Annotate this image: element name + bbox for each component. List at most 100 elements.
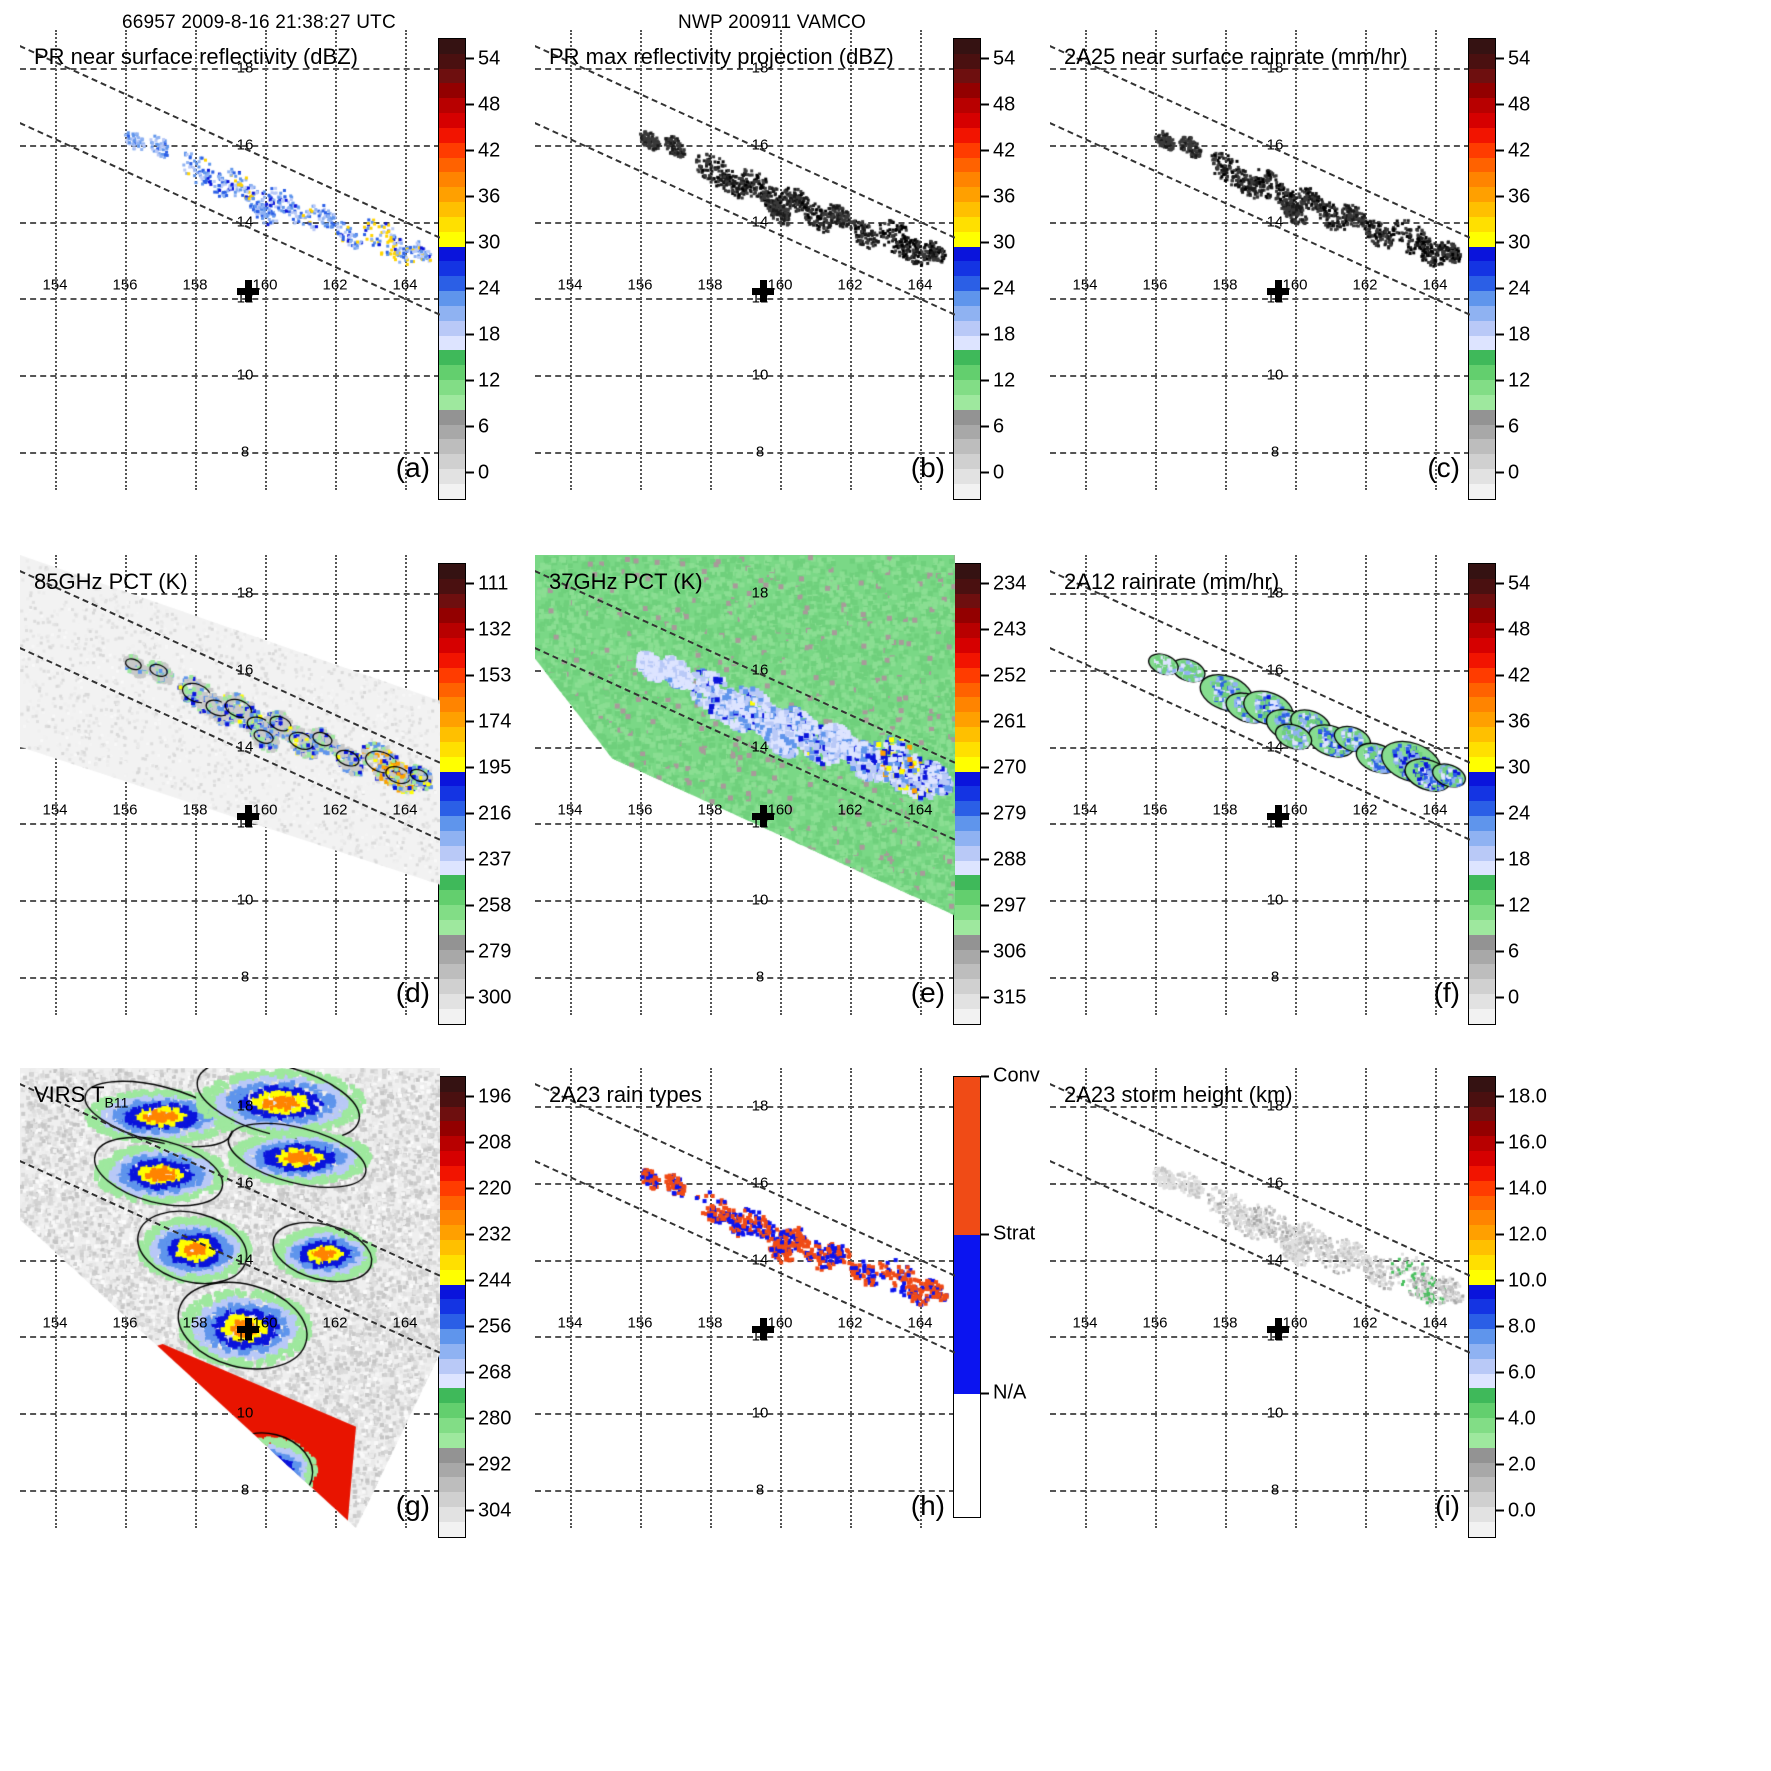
colorbar-segment [1469, 949, 1495, 965]
colorbar-segment [1469, 365, 1495, 381]
colorbar-tick-label: 12 [1508, 369, 1531, 392]
colorbar-tick: 243 [981, 618, 1026, 641]
lat-tick-label: 8 [1270, 1481, 1280, 1499]
colorbar-tick: N/A [981, 1381, 1026, 1404]
colorbar-segment [439, 98, 465, 114]
colorbar-tick-mark [466, 1279, 474, 1282]
colorbar-segment [439, 1299, 465, 1315]
colorbar-segment [439, 1008, 465, 1024]
lat-tick-label: 16 [236, 1174, 254, 1192]
colorbar-segment [954, 276, 980, 292]
colorbar-segment [439, 638, 465, 653]
colorbar-tick: 4.0 [1496, 1407, 1536, 1430]
colorbar-tick-label: 297 [993, 894, 1027, 917]
lat-tick-label: 16 [751, 1174, 769, 1192]
colorbar-tick-label: 0.0 [1508, 1499, 1536, 1522]
colorbar-tick-mark [981, 425, 989, 428]
colorbar-tick-mark [466, 149, 474, 152]
colorbar-segment [439, 1358, 465, 1374]
colorbar-segment [1469, 712, 1495, 728]
colorbar-tick-label: 256 [478, 1315, 512, 1338]
colorbar-segment [954, 682, 980, 698]
colorbar-tick: 279 [466, 940, 511, 963]
colorbar-tick: 54 [1496, 47, 1530, 70]
lon-tick-label: 158 [1212, 276, 1238, 294]
colorbar-segment [439, 712, 465, 728]
colorbar-segment [954, 83, 980, 99]
colorbar-segment [1469, 1329, 1495, 1344]
colorbar-segment [439, 786, 465, 802]
colorbar-tick-label: 243 [993, 618, 1027, 641]
colorbar-segment [439, 409, 465, 425]
colorbar-tick-label: 24 [478, 277, 501, 300]
colorbar-tick-label: 237 [478, 848, 512, 871]
lon-tick-label: 154 [557, 1314, 583, 1332]
colorbar-segment [439, 202, 465, 217]
colorbar-tick-label: 268 [478, 1361, 512, 1384]
colorbar-segment [439, 142, 465, 158]
colorbar-segment [1469, 1521, 1495, 1537]
lat-tick-label: 14 [236, 213, 254, 231]
colorbar-tick: 48 [466, 93, 500, 116]
colorbar-tick: 30 [1496, 231, 1530, 254]
colorbar-tick-mark [981, 1233, 989, 1236]
colorbar-segment [1469, 1299, 1495, 1315]
colorbar-tick-mark [466, 195, 474, 198]
lat-tick-label: 14 [751, 738, 769, 756]
storm-center-marker [1266, 279, 1289, 302]
lat-tick-label: 8 [755, 968, 765, 986]
lat-tick-label: 18 [236, 59, 254, 77]
colorbar-tick: 10.0 [1496, 1269, 1547, 1292]
colorbar-tick: 36 [1496, 710, 1530, 733]
colorbar-segment [954, 350, 980, 366]
lon-tick-label: 154 [42, 801, 68, 819]
colorbar-segment [439, 608, 465, 624]
colorbar-segment [1469, 934, 1495, 950]
colorbar-segment [439, 667, 465, 683]
colorbar-tick-label: 208 [478, 1131, 512, 1154]
lon-tick-label: 154 [557, 801, 583, 819]
colorbar-tick-mark [466, 1095, 474, 1098]
colorbar-segment [439, 1151, 465, 1166]
colorbar-tick: 12 [466, 369, 500, 392]
panel-title-i: 2A23 storm height (km) [1064, 1082, 1293, 1107]
lon-tick-label: 156 [1142, 276, 1168, 294]
colorbar-tick-label: 18 [1508, 848, 1531, 871]
colorbar-tick: 270 [981, 756, 1026, 779]
colorbar-segment [1469, 1507, 1495, 1522]
lat-tick-label: 16 [236, 661, 254, 679]
colorbar-segment [439, 564, 465, 579]
colorbar-segment [439, 335, 465, 351]
lon-tick-label: 164 [392, 801, 418, 819]
lat-tick-label: 14 [1266, 738, 1284, 756]
colorbar-segment [439, 741, 465, 757]
colorbar-tick-label: 36 [1508, 710, 1531, 733]
colorbar-tick: 258 [466, 894, 511, 917]
colorbar-tick-mark [466, 1509, 474, 1512]
data-layer-b [535, 30, 955, 490]
colorbar-tick-mark [981, 720, 989, 723]
colorbar-segment [1469, 172, 1495, 188]
colorbar-tick-label: 10.0 [1508, 1269, 1547, 1292]
colorbar-tick-mark [466, 904, 474, 907]
colorbar-segment [439, 1165, 465, 1181]
colorbar-segment [1469, 1373, 1495, 1389]
colorbar-segment [439, 231, 465, 247]
colorbar-tick-label: 30 [993, 231, 1016, 254]
colorbar-tick-mark [1496, 241, 1504, 244]
colorbar-segment [1469, 1180, 1495, 1196]
colorbar-tick-label: 54 [478, 47, 501, 70]
lat-tick-label: 14 [236, 1251, 254, 1269]
colorbar-segment [1469, 1240, 1495, 1255]
colorbar-tick-label: N/A [993, 1381, 1027, 1404]
panel-b: 154 156 158 160 162 164 18 16 14 12 10 8 PR max refl… [535, 30, 955, 490]
plot-area-g: 154 156 158 160 162 164 18 16 14 12 10 8 [20, 1068, 440, 1528]
colorbar-tick: 42 [466, 139, 500, 162]
colorbar-segment [954, 830, 980, 846]
colorbar-d [438, 563, 466, 1025]
colorbar-segment [1469, 157, 1495, 173]
lon-tick-label: 164 [1422, 801, 1448, 819]
colorbar-tick-mark [466, 333, 474, 336]
colorbar-segment [439, 39, 465, 54]
colorbar-tick: 280 [466, 1407, 511, 1430]
